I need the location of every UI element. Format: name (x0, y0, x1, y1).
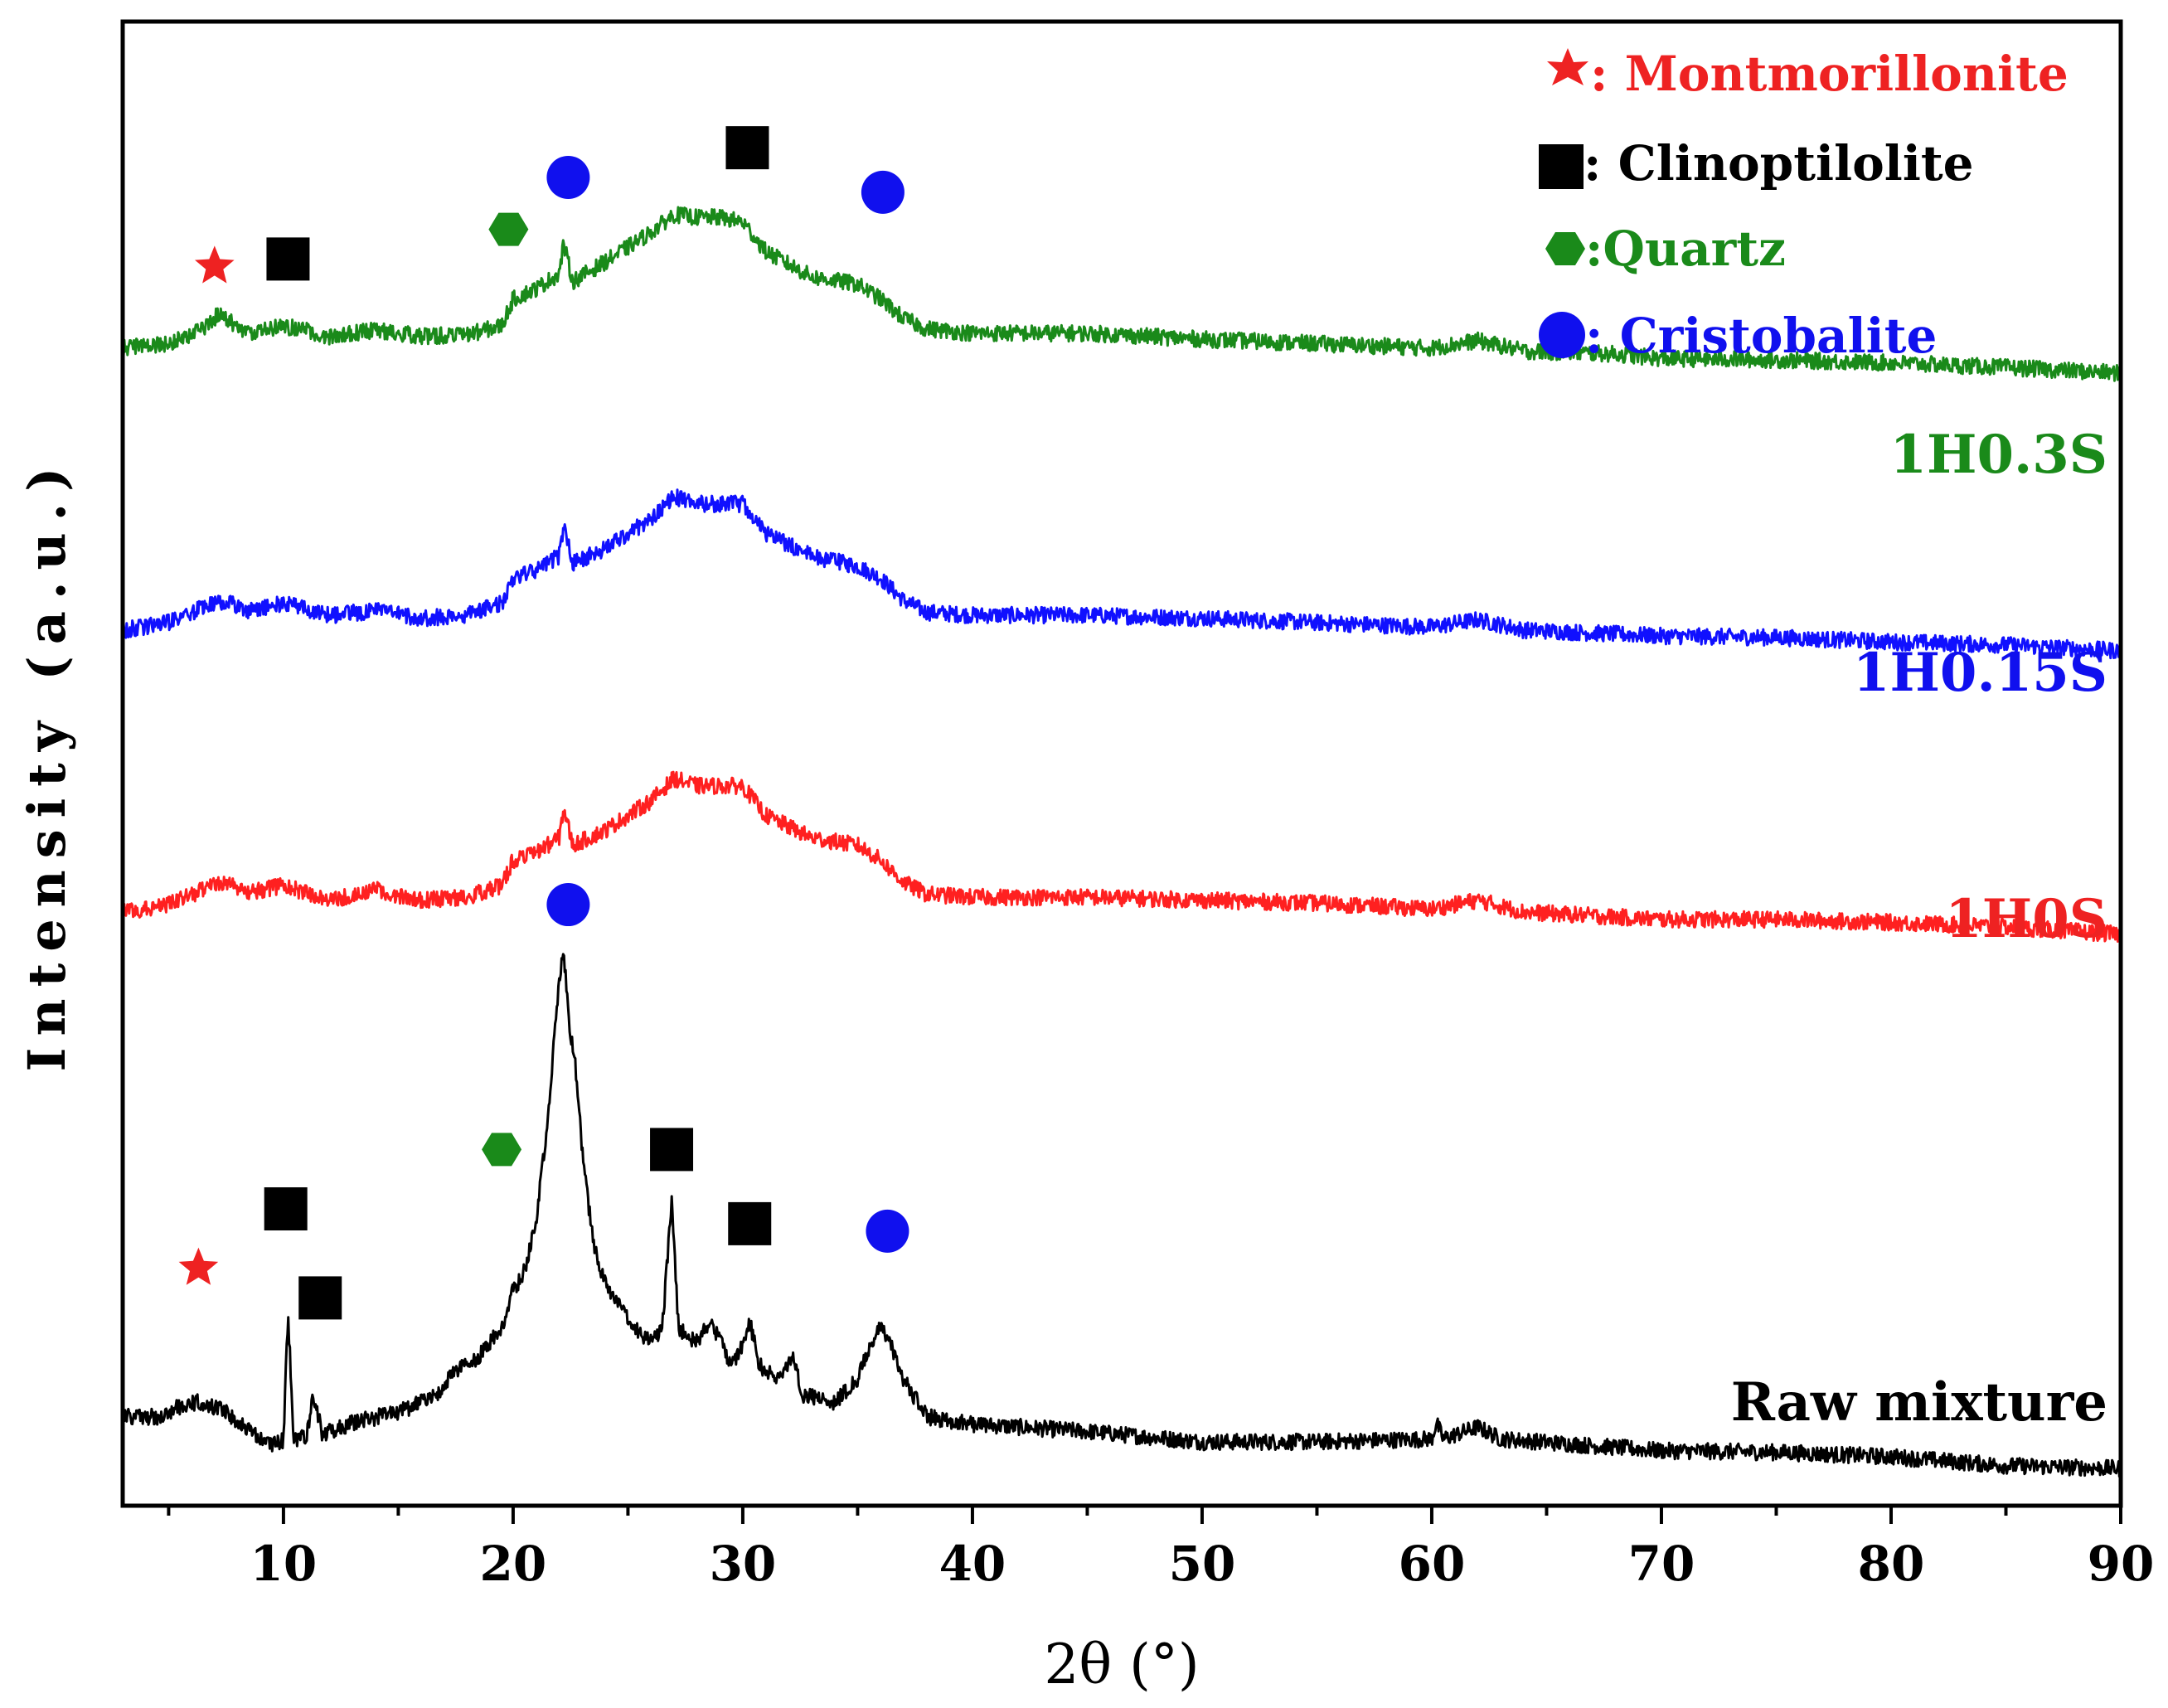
peak-marker-square-icon (728, 1201, 772, 1245)
peak-marker-square-icon (298, 1276, 342, 1320)
y-axis-title: Intensity (a.u.) (17, 455, 77, 1071)
series-label-1h0-3s: 1H0.3S (1889, 424, 2107, 486)
x-tick-label: 90 (2088, 1536, 2155, 1592)
x-tick-label: 50 (1169, 1536, 1236, 1592)
legend-item-montmorillonite: : Montmorillonite (1547, 46, 2069, 102)
series-line-1h0-15s (121, 488, 2122, 660)
peak-marker-star-icon (178, 1247, 219, 1285)
peak-marker-square-icon (725, 126, 769, 170)
series-line-1h0s (121, 770, 2122, 943)
x-tick-label: 20 (480, 1536, 547, 1592)
x-tick-label: 30 (710, 1536, 777, 1592)
circle-icon (1539, 312, 1585, 358)
legend-item-clinoptilolite: : Clinoptilolite (1539, 135, 1974, 192)
series-line-1h0-3s (121, 206, 2122, 382)
peak-marker-square-icon (266, 237, 310, 281)
peak-marker-circle-icon (866, 1209, 909, 1253)
peak-marker-square-icon (264, 1187, 308, 1230)
peak-marker-circle-icon (546, 155, 590, 199)
peak-marker-circle-icon (861, 170, 905, 214)
star-icon (1547, 48, 1588, 85)
peak-marker-star-icon (195, 245, 235, 284)
x-tick-label: 70 (1628, 1536, 1695, 1592)
x-tick-label: 80 (1858, 1536, 1925, 1592)
series-layer (121, 206, 2122, 1478)
peak-marker-square-icon (650, 1128, 694, 1172)
series-line-raw-mixture (121, 953, 2122, 1478)
legend-text-clinoptilolite: : Clinoptilolite (1584, 135, 1974, 192)
square-icon (1539, 144, 1584, 189)
legend-item-quartz: :Quartz (1545, 221, 1786, 277)
legend: : Montmorillonite : Clinoptilolite :Quar… (1539, 46, 2069, 364)
series-label-1h0s: 1H0S (1945, 888, 2107, 950)
peak-marker-hexagon-icon (488, 212, 529, 246)
peak-marker-layer (178, 126, 909, 1320)
series-label-raw-mixture: Raw mixture (1731, 1371, 2107, 1434)
series-label-1h0-15s: 1H0.15S (1853, 642, 2107, 704)
legend-text-cristobalite: : Cristobalite (1585, 308, 1937, 364)
legend-item-cristobalite: : Cristobalite (1539, 308, 1937, 364)
x-axis: 10 20 30 40 50 60 70 80 90 (167, 1506, 2155, 1592)
peak-marker-hexagon-icon (482, 1133, 522, 1167)
plot-frame (120, 19, 2123, 1508)
legend-text-montmorillonite: : Montmorillonite (1590, 46, 2069, 102)
x-tick-label: 10 (250, 1536, 318, 1592)
peak-marker-circle-icon (546, 883, 590, 927)
x-axis-title: 2θ (°) (1044, 1633, 1199, 1696)
x-tick-label: 60 (1399, 1536, 1466, 1592)
hexagon-icon (1545, 232, 1585, 265)
x-tick-label: 40 (939, 1536, 1006, 1592)
legend-text-quartz: :Quartz (1585, 221, 1786, 277)
